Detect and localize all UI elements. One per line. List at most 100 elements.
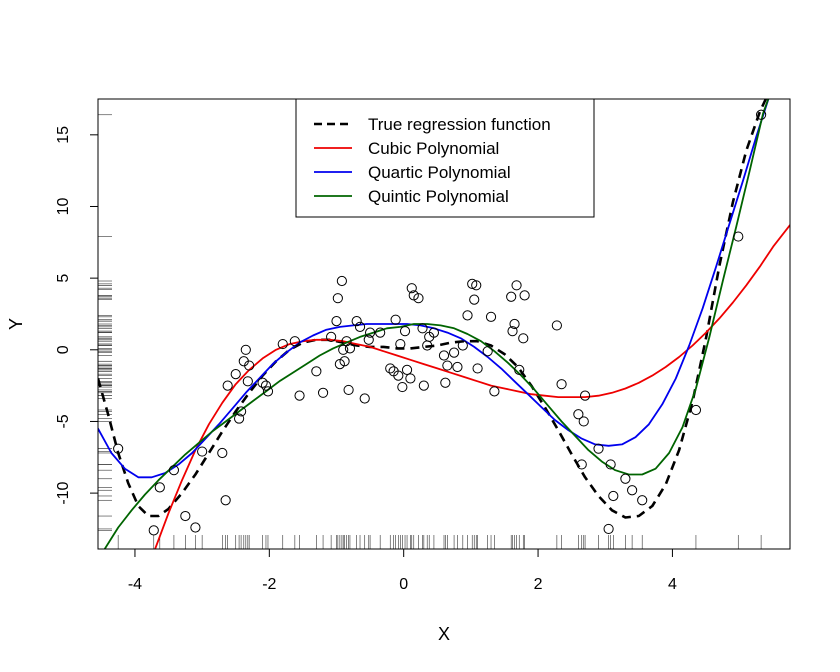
data-point bbox=[438, 350, 450, 361]
data-point bbox=[472, 363, 483, 374]
data-point bbox=[242, 376, 253, 387]
data-point bbox=[344, 343, 356, 354]
data-point bbox=[359, 393, 370, 404]
data-point bbox=[608, 490, 619, 502]
data-point bbox=[363, 334, 374, 345]
y-tick-label: 0 bbox=[55, 345, 72, 354]
legend-label: True regression function bbox=[368, 115, 551, 134]
data-point bbox=[509, 318, 520, 330]
data-point bbox=[148, 525, 159, 536]
y-tick-label: -5 bbox=[55, 414, 72, 428]
data-point bbox=[413, 293, 424, 304]
y-tick-label: 15 bbox=[55, 126, 72, 144]
data-point bbox=[244, 360, 255, 371]
data-point bbox=[406, 283, 417, 294]
data-point bbox=[262, 386, 274, 397]
data-point bbox=[620, 473, 631, 484]
data-point bbox=[294, 390, 305, 401]
data-point bbox=[168, 465, 180, 476]
data-point bbox=[180, 510, 191, 522]
data-point bbox=[428, 327, 440, 338]
data-point bbox=[637, 495, 648, 506]
data-point bbox=[390, 314, 401, 325]
data-point bbox=[257, 377, 268, 388]
data-point bbox=[317, 387, 329, 398]
data-point bbox=[551, 320, 562, 331]
legend-label: Cubic Polynomial bbox=[368, 139, 499, 158]
data-point bbox=[440, 377, 451, 388]
data-point bbox=[605, 459, 616, 470]
data-point bbox=[417, 323, 428, 334]
data-point bbox=[354, 321, 366, 332]
data-point bbox=[518, 333, 529, 344]
data-point bbox=[154, 482, 165, 493]
data-point bbox=[364, 327, 376, 338]
data-point bbox=[573, 409, 584, 420]
data-point bbox=[236, 406, 247, 417]
data-points bbox=[113, 109, 767, 536]
data-point bbox=[418, 380, 429, 391]
data-point bbox=[579, 390, 591, 401]
data-point bbox=[338, 344, 349, 355]
data-point bbox=[339, 356, 350, 367]
data-point bbox=[332, 293, 343, 304]
y-tick-label: 5 bbox=[55, 274, 72, 283]
data-point bbox=[593, 443, 604, 454]
x-tick-label: 0 bbox=[399, 576, 408, 593]
data-point bbox=[578, 416, 589, 427]
data-point bbox=[467, 278, 478, 289]
data-point bbox=[397, 381, 408, 393]
data-point bbox=[220, 495, 231, 506]
data-point bbox=[311, 366, 322, 377]
data-point bbox=[399, 326, 411, 337]
data-point bbox=[576, 459, 587, 470]
data-point bbox=[457, 340, 468, 351]
data-point bbox=[230, 369, 241, 380]
data-point bbox=[233, 413, 245, 424]
legend-label: Quartic Polynomial bbox=[368, 163, 511, 182]
x-axis-label: X bbox=[438, 624, 450, 644]
data-point bbox=[507, 326, 518, 337]
data-point bbox=[511, 280, 522, 291]
data-point bbox=[401, 364, 413, 375]
data-point bbox=[341, 336, 352, 347]
x-axis: -4 -2 0 2 4 bbox=[128, 548, 677, 593]
data-point bbox=[733, 231, 744, 242]
legend-label: Quintic Polynomial bbox=[368, 187, 509, 206]
y-axis-label: Y bbox=[6, 318, 26, 330]
data-point bbox=[197, 446, 208, 457]
data-point bbox=[351, 316, 362, 327]
x-tick-label: -4 bbox=[128, 576, 142, 593]
data-point bbox=[442, 360, 453, 371]
data-point bbox=[519, 290, 530, 301]
curve-cubic-polynomial bbox=[154, 224, 790, 549]
y-tick-label: -10 bbox=[55, 481, 72, 504]
data-point bbox=[756, 109, 767, 120]
data-point bbox=[452, 361, 463, 373]
data-point bbox=[260, 380, 272, 391]
data-point bbox=[471, 280, 482, 291]
data-point bbox=[405, 373, 416, 384]
x-tick-label: -2 bbox=[262, 576, 276, 593]
data-point bbox=[190, 522, 201, 533]
data-point bbox=[462, 310, 473, 321]
data-point bbox=[375, 327, 386, 338]
curve-quintic-polynomial bbox=[103, 99, 770, 549]
data-point bbox=[222, 380, 233, 391]
data-point bbox=[514, 364, 525, 375]
data-point bbox=[343, 384, 354, 396]
data-point bbox=[485, 311, 497, 322]
legend-box bbox=[295, 98, 595, 218]
data-point bbox=[469, 294, 480, 305]
data-point bbox=[289, 336, 300, 347]
data-point bbox=[448, 347, 460, 358]
data-point bbox=[326, 331, 337, 342]
data-point bbox=[217, 447, 228, 459]
data-point bbox=[690, 404, 702, 416]
y-axis: -10 -5 0 5 10 15 bbox=[55, 126, 99, 505]
data-point bbox=[240, 344, 251, 355]
data-point bbox=[482, 346, 493, 357]
data-point bbox=[393, 370, 404, 381]
x-rug bbox=[117, 535, 762, 549]
